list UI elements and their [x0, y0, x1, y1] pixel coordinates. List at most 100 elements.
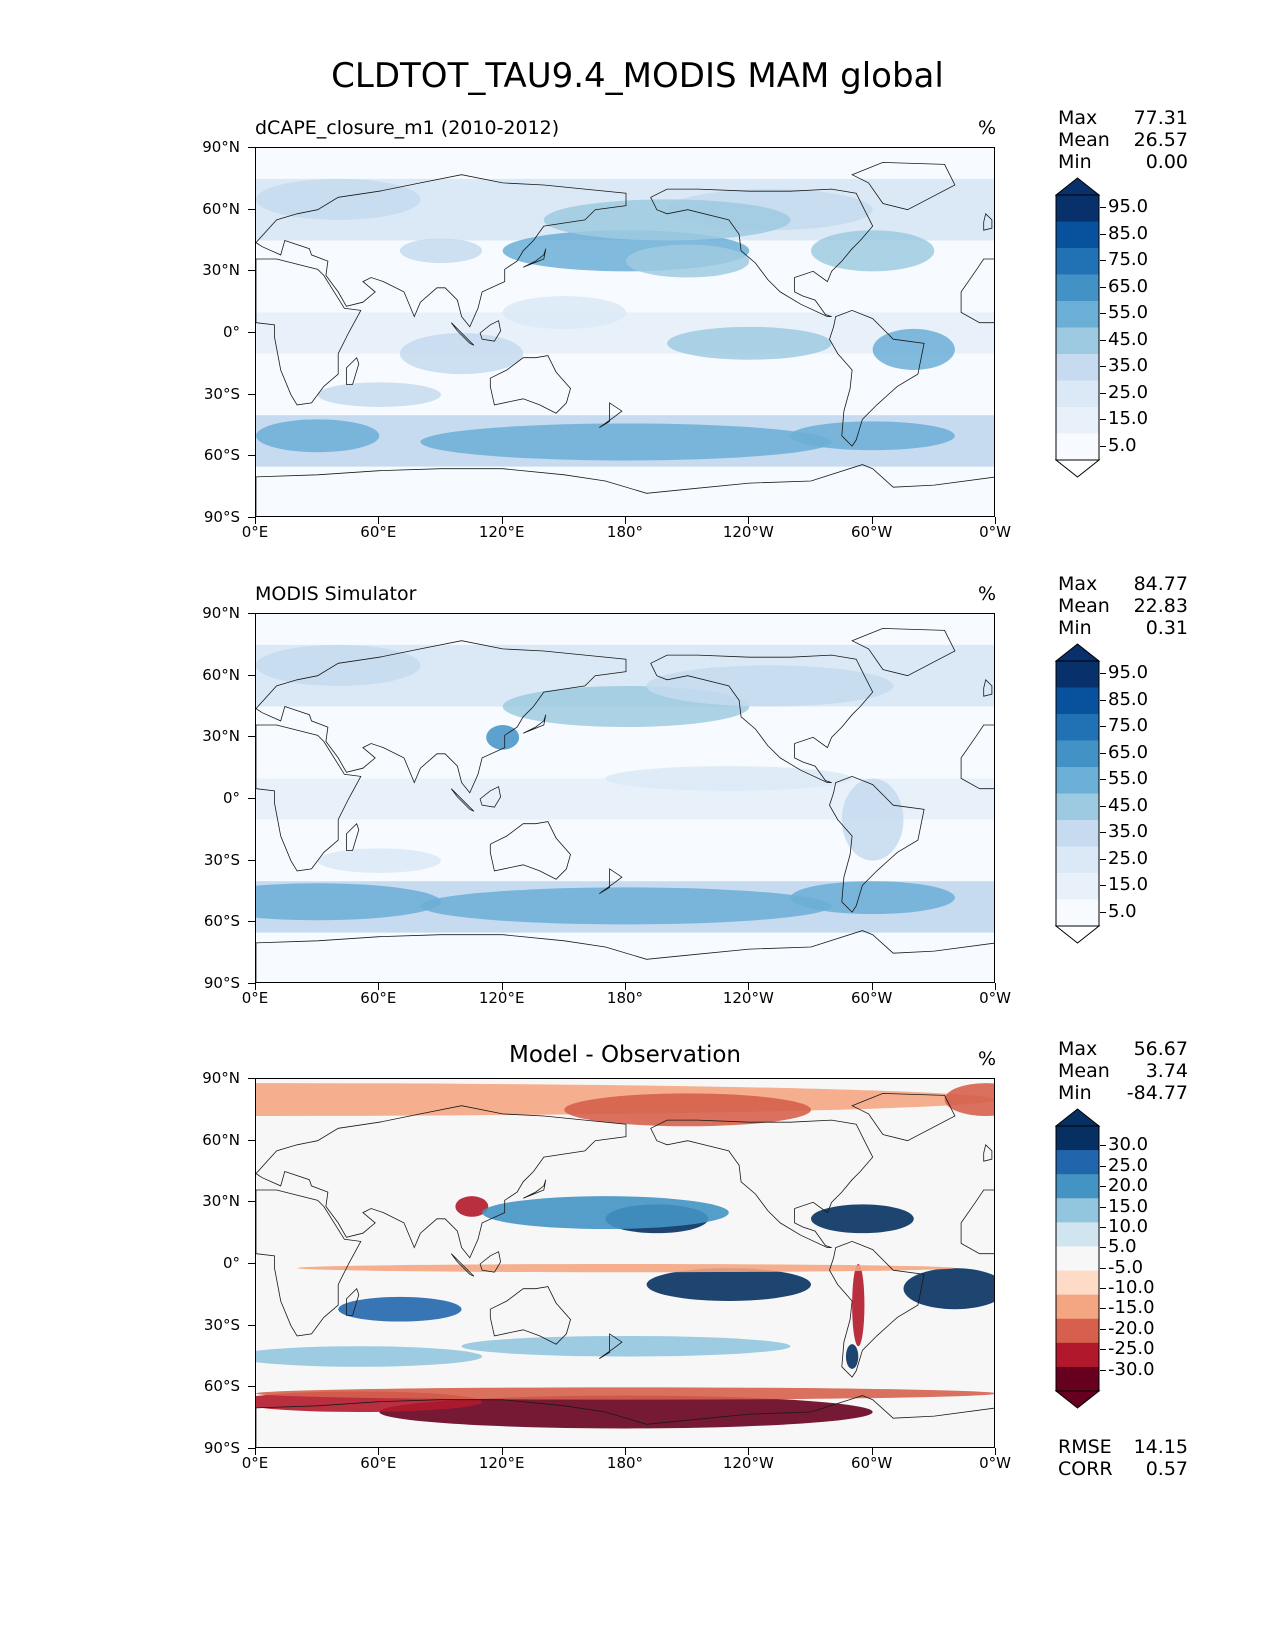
stats-row: Max 84.77 — [1058, 573, 1188, 595]
stat-label: Min — [1058, 1082, 1092, 1104]
colorbar-tick — [1100, 260, 1106, 262]
colorbar-label: 95.0 — [1108, 662, 1149, 684]
metrics-block: RMSE 14.15 CORR 0.57 — [1058, 1436, 1188, 1480]
lat-tick — [248, 517, 255, 518]
colorbar-tick — [1100, 911, 1106, 913]
stat-label: Min — [1058, 617, 1092, 639]
stat-label: Mean — [1058, 129, 1110, 151]
lon-tick — [501, 983, 503, 990]
colorbar-tick — [1100, 207, 1106, 209]
lon-tick-label: 120°E — [478, 523, 525, 541]
lon-tick-label: 60°E — [360, 523, 397, 541]
lon-tick-label: 60°W — [850, 1454, 893, 1472]
map-field — [256, 148, 994, 516]
colorbar-segment — [1056, 1198, 1099, 1223]
metric-label: CORR — [1058, 1458, 1113, 1480]
colorbar-segment — [1056, 1174, 1099, 1199]
map-field — [256, 614, 994, 982]
colorbar-segment — [1056, 1294, 1099, 1320]
colorbar-tick — [1100, 1308, 1106, 1310]
colorbar-tick — [1100, 1267, 1106, 1269]
units-label: % — [978, 1048, 997, 1070]
colorbar-label: 45.0 — [1108, 328, 1149, 350]
lat-tick-label: 30°N — [202, 727, 240, 746]
colorbar-segment — [1056, 767, 1099, 794]
lon-tick — [625, 983, 626, 990]
colorbar-label: -25.0 — [1108, 1338, 1155, 1360]
lat-tick-label: 30°S — [203, 850, 240, 869]
colorbar-label: -15.0 — [1108, 1297, 1155, 1319]
colorbar-label: -5.0 — [1108, 1256, 1144, 1278]
lat-tick — [248, 393, 255, 395]
colorbar-segment — [1056, 248, 1099, 275]
colorbar-label: 15.0 — [1108, 874, 1149, 896]
colorbar-label: 85.0 — [1108, 222, 1149, 244]
lat-tick — [248, 1201, 255, 1203]
colorbar-label: 65.0 — [1108, 275, 1149, 297]
colorbar-segment — [1056, 354, 1099, 381]
metric-value: 0.57 — [1145, 1458, 1188, 1480]
colorbar-tick — [1100, 313, 1106, 315]
lat-tick-label: 60°N — [202, 1130, 240, 1149]
colorbar-label: 5.0 — [1108, 900, 1137, 922]
panel-title: Model - Observation — [508, 1042, 742, 1068]
lat-tick — [248, 1448, 255, 1449]
lat-tick-label: 90°S — [203, 1439, 240, 1457]
stats-row: Max 77.31 — [1058, 107, 1188, 129]
stat-value: -84.77 — [1126, 1082, 1188, 1104]
colorbar-tick — [1100, 233, 1106, 235]
lon-tick — [995, 983, 996, 990]
colorbar-label: 25.0 — [1108, 381, 1149, 403]
map-plot — [255, 1078, 995, 1448]
lat-tick-label: 30°N — [202, 1192, 240, 1211]
colorbar-tick — [1100, 392, 1106, 394]
lat-tick-label: 90°N — [202, 604, 240, 622]
lon-tick-label: 120°W — [722, 989, 774, 1007]
lon-tick-label: 180° — [606, 523, 644, 541]
stat-value: 0.00 — [1145, 151, 1188, 173]
lon-tick — [378, 983, 380, 990]
stat-label: Mean — [1058, 1060, 1110, 1082]
units-label: % — [978, 583, 997, 605]
colorbar-segment — [1056, 820, 1099, 847]
lat-tick-label: 30°N — [202, 261, 240, 280]
colorbar-label: 75.0 — [1108, 249, 1149, 271]
colorbar-tick — [1100, 699, 1106, 701]
colorbar-label: 35.0 — [1108, 355, 1149, 377]
colorbar-segment — [1056, 380, 1099, 408]
colorbar-segment — [1056, 407, 1099, 434]
lon-tick — [748, 517, 750, 524]
lon-tick — [995, 1448, 996, 1455]
stats-row: Mean 26.57 — [1058, 129, 1188, 151]
colorbar-tick — [1100, 1328, 1106, 1330]
colorbar-segment — [1056, 846, 1099, 874]
stats-block: Max 56.67 Mean 3.74 Min -84.77 — [1058, 1038, 1188, 1104]
colorbar-tick — [1100, 1206, 1106, 1208]
colorbar-segment — [1056, 1342, 1099, 1368]
map-panel-3: Model - Observation% 90°N 60°N 30°N 0° 30°S 60… — [0, 1038, 1275, 1518]
colorbar-tick — [1100, 858, 1106, 860]
colorbar-label: -10.0 — [1108, 1277, 1155, 1299]
stat-value: 22.83 — [1133, 595, 1188, 617]
colorbar-segment — [1056, 1246, 1099, 1272]
colorbar-tick — [1100, 1226, 1106, 1228]
lon-tick-label: 120°E — [478, 989, 525, 1007]
lat-tick-label: 60°S — [203, 446, 240, 465]
colorbar-label: -30.0 — [1108, 1358, 1155, 1380]
lon-tick — [255, 517, 256, 524]
colorbar-label: 20.0 — [1108, 1175, 1149, 1197]
colorbar-tick — [1100, 1288, 1106, 1290]
lon-tick — [995, 517, 996, 524]
lat-tick — [248, 1078, 255, 1079]
colorbar-label: 15.0 — [1108, 408, 1149, 430]
lon-tick — [501, 517, 503, 524]
lon-tick — [255, 1448, 256, 1455]
colorbar-tick — [1100, 339, 1106, 341]
lat-tick — [248, 859, 255, 861]
lat-tick — [248, 921, 255, 923]
lon-tick — [871, 1448, 873, 1455]
map-panel-1: dCAPE_closure_m1 (2010-2012)% 90°N 60°N 30°… — [0, 107, 1275, 587]
colorbar-tick — [1100, 1247, 1106, 1249]
lat-tick — [248, 613, 255, 614]
